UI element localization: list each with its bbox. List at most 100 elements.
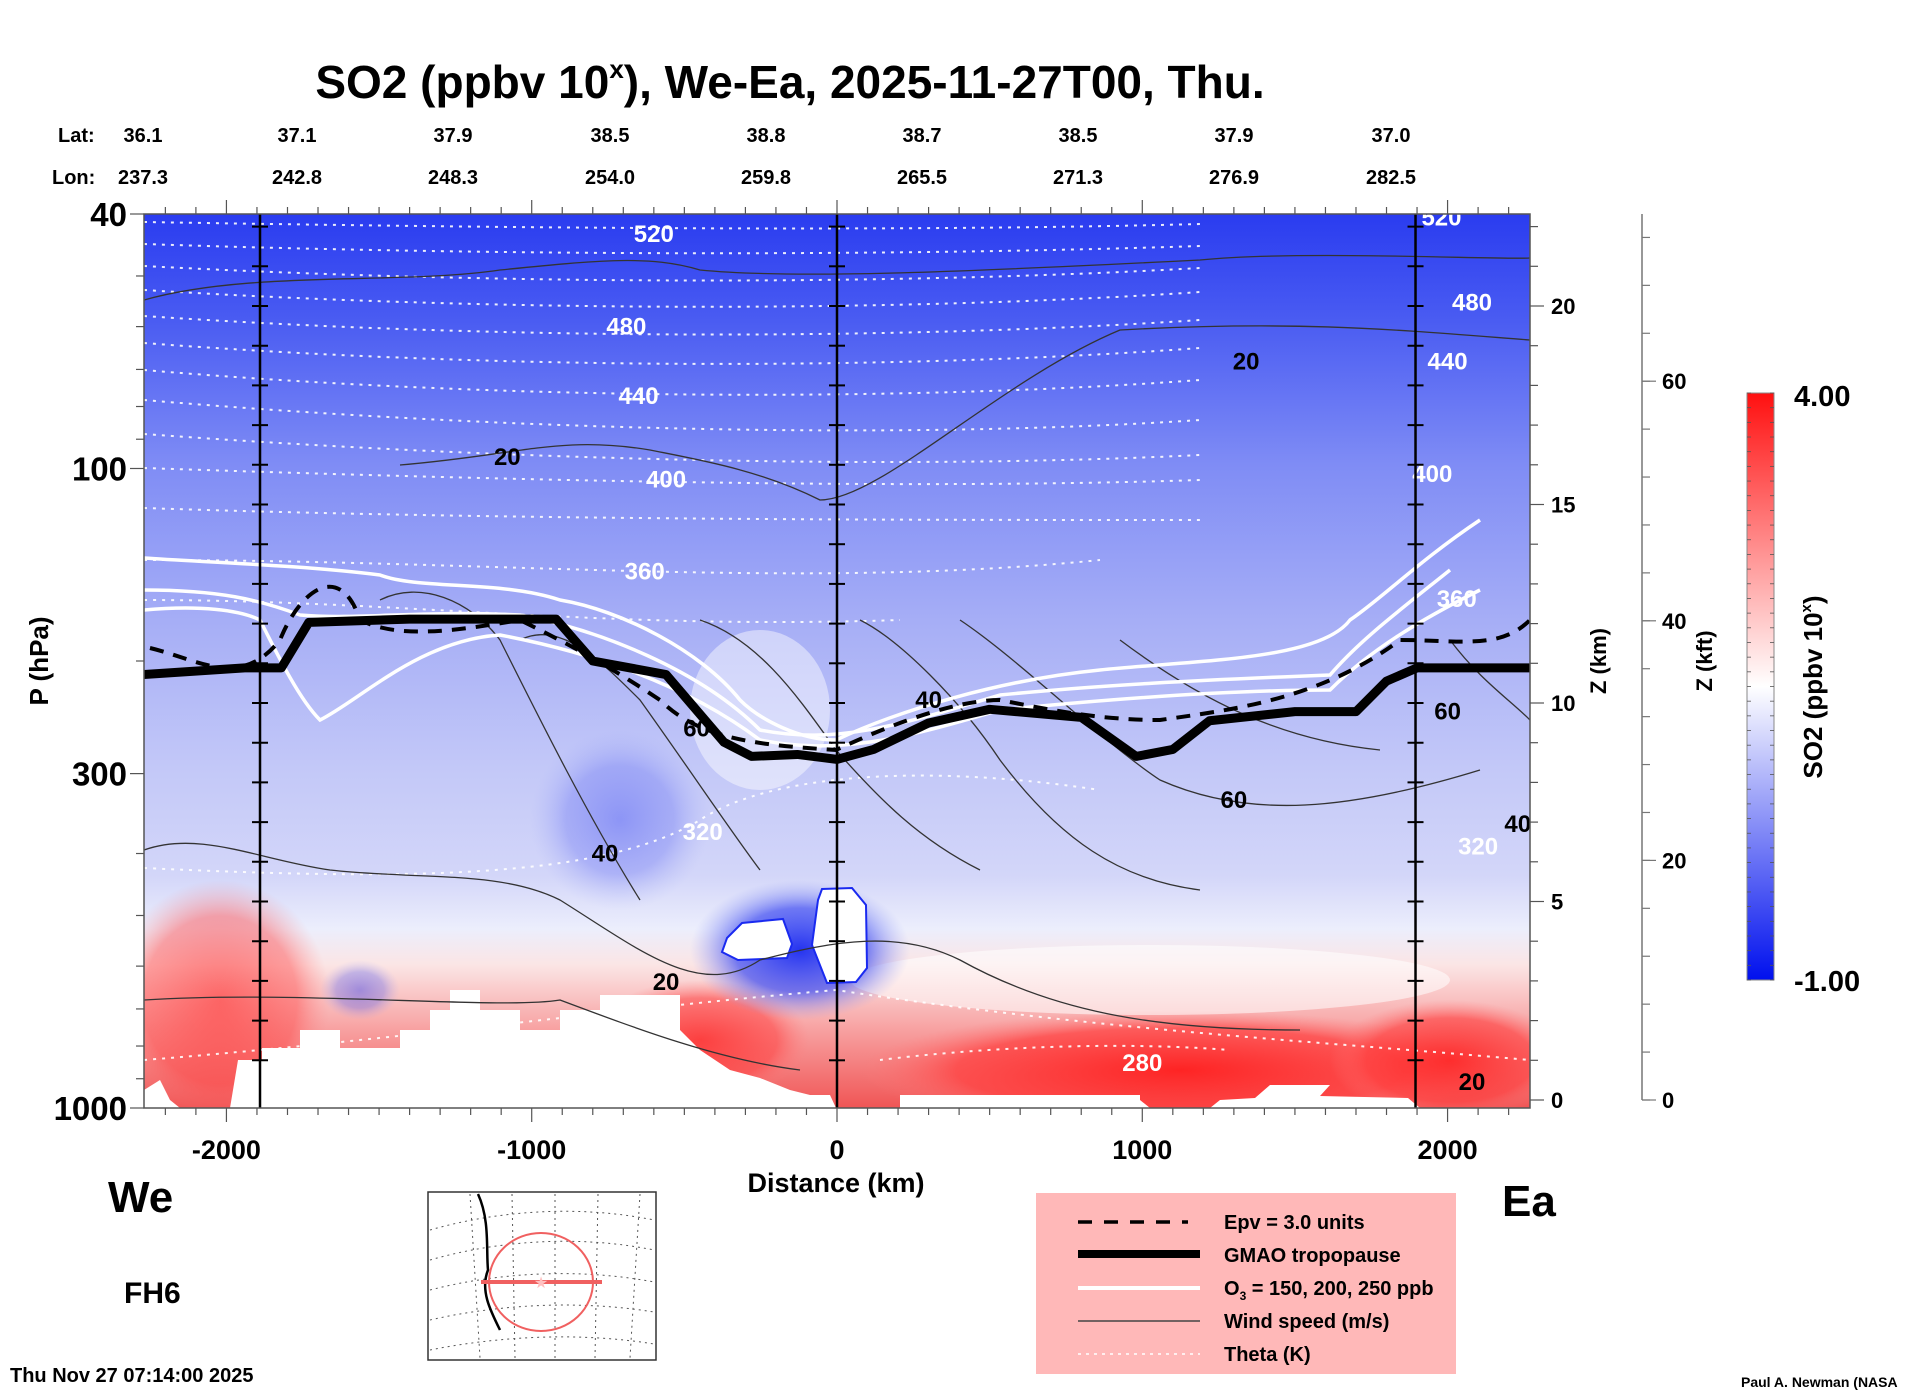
- x-axis: -2000 -1000 0 1000 2000: [164, 200, 1510, 1165]
- terrain-mask: [144, 990, 1530, 1108]
- x-tick-label: -1000: [497, 1135, 566, 1165]
- lat-value: 36.1: [124, 125, 163, 147]
- missing-data-region: [810, 886, 869, 985]
- lon-value: 276.9: [1209, 167, 1259, 189]
- colorbar-title: SO2 (ppbv 10x): [1798, 595, 1828, 778]
- wind-contour-label: 60: [1221, 787, 1248, 814]
- credit: Paul A. Newman (NASA: [1741, 1374, 1898, 1390]
- x-tick-label: 0: [829, 1135, 844, 1165]
- so2-high-region: [1330, 1000, 1530, 1108]
- wind-contour-label: 20: [1459, 1069, 1486, 1096]
- theta-contour-label: 280: [1122, 1050, 1162, 1077]
- contour-labels: 5204804404003603202805204804404003603202…: [494, 204, 1531, 1095]
- theta-contour-label: 400: [646, 466, 686, 493]
- lat-value: 38.7: [903, 125, 942, 147]
- wind-contour-label: 20: [494, 444, 521, 471]
- z-kft-tick-label: 60: [1662, 369, 1686, 394]
- z-kft-tick-label: 0: [1662, 1088, 1674, 1113]
- y-tick-label: 100: [72, 450, 127, 487]
- legend-label-theta: Theta (K): [1224, 1344, 1311, 1366]
- theta-contour-label: 440: [1428, 348, 1468, 375]
- lat-value: 37.9: [1215, 125, 1254, 147]
- z-kft-axis-label: Z (kft): [1692, 630, 1717, 691]
- center-star-icon: ★: [534, 1275, 548, 1292]
- forecast-hour-label: FH6: [124, 1277, 181, 1310]
- z-kft-tick-label: 20: [1662, 848, 1686, 873]
- x-tick-label: 1000: [1112, 1135, 1172, 1165]
- so2-neutral-region: [690, 630, 830, 790]
- wind-contour-label: 40: [915, 687, 942, 714]
- colorbar-min-label: -1.00: [1794, 966, 1860, 998]
- theta-contour-label: 320: [683, 819, 723, 846]
- z-kft-tick-label: 40: [1662, 609, 1686, 634]
- y-axis-z-kft: 0 20 40 60: [1641, 214, 1686, 1113]
- legend-label-epv: Epv = 3.0 units: [1224, 1212, 1365, 1234]
- lat-value: 38.5: [1059, 125, 1098, 147]
- epv-contour: [149, 584, 1530, 753]
- theta-contour-label: 320: [1458, 833, 1498, 860]
- y-tick-label: 300: [72, 756, 127, 793]
- so2-low-region: [320, 960, 400, 1020]
- chart-title: SO2 (ppbv 10x), We-Ea, 2025-11-27T00, Th…: [315, 54, 1264, 108]
- legend-label-wind: Wind speed (m/s): [1224, 1311, 1389, 1333]
- lon-value: 242.8: [272, 167, 322, 189]
- inset-map-frame: [427, 1191, 657, 1361]
- lat-value: 38.5: [591, 125, 630, 147]
- lat-value: 37.9: [434, 125, 473, 147]
- theta-contour-label: 360: [1437, 586, 1477, 613]
- east-label: Ea: [1502, 1177, 1556, 1226]
- colorbar: 4.00 -1.00 SO2 (ppbv 10x): [1746, 381, 1860, 998]
- lon-value: 248.3: [428, 167, 478, 189]
- z-km-axis-label: Z (km): [1586, 628, 1611, 694]
- lat-value: 37.0: [1372, 125, 1411, 147]
- z-km-tick-label: 20: [1551, 294, 1575, 319]
- colorbar-max-label: 4.00: [1794, 381, 1850, 413]
- legend-label-ozone: O3 = 150, 200, 250 ppb: [1224, 1278, 1434, 1303]
- timestamp: Thu Nov 27 07:14:00 2025: [10, 1365, 253, 1387]
- y-tick-label: 1000: [54, 1090, 127, 1127]
- y-axis-label: P (hPa): [24, 616, 54, 705]
- gmao-tropopause-line: [144, 614, 1530, 764]
- theta-contour-label: 440: [619, 383, 659, 410]
- lat-value: 38.8: [747, 125, 786, 147]
- so2-neutral-region: [850, 945, 1450, 1015]
- ozone-contours: [144, 518, 1481, 748]
- legend-label-tropopause: GMAO tropopause: [1224, 1245, 1401, 1267]
- x-axis-label: Distance (km): [747, 1168, 924, 1198]
- theta-contour-label: 480: [606, 314, 646, 341]
- lon-value: 271.3: [1053, 167, 1103, 189]
- west-label: We: [108, 1173, 173, 1222]
- x-tick-label: -2000: [192, 1135, 261, 1165]
- lat-label: Lat:: [58, 125, 95, 147]
- y-tick-label: 40: [90, 196, 127, 233]
- so2-low-region: [530, 730, 710, 910]
- z-km-tick-label: 0: [1551, 1088, 1563, 1113]
- reference-lines: [252, 214, 1424, 1108]
- theta-contour-label: 520: [634, 221, 674, 248]
- theta-contour-label: 480: [1452, 289, 1492, 316]
- wind-contour-label: 20: [653, 969, 680, 996]
- lon-value: 237.3: [118, 167, 168, 189]
- theta-contour-label: 520: [1421, 204, 1461, 231]
- z-km-tick-label: 5: [1551, 890, 1563, 915]
- z-km-tick-label: 15: [1551, 493, 1575, 518]
- inset-map: ★: [427, 1191, 657, 1361]
- wind-contour-label: 40: [1504, 811, 1531, 838]
- lon-label: Lon:: [52, 167, 95, 189]
- legend: Epv = 3.0 units GMAO tropopause O3 = 150…: [1036, 1193, 1456, 1374]
- x-tick-label: 2000: [1418, 1135, 1478, 1165]
- wind-contour-label: 40: [592, 841, 619, 868]
- wind-contour-label: 20: [1233, 348, 1260, 375]
- z-km-tick-label: 10: [1551, 691, 1575, 716]
- lat-lon-header: Lat: Lon: 36.1 37.1 37.9 38.5 38.8 38.7 38.5 37…: [52, 125, 1416, 189]
- theta-contours: [144, 221, 1530, 1061]
- missing-data-region: [720, 917, 794, 962]
- wind-contour-label: 60: [1434, 699, 1461, 726]
- theta-contour-label: 360: [625, 559, 665, 586]
- y-axis-pressure: 40 100 300 1000: [54, 196, 144, 1127]
- y-axis-z-km: 0 5 10 15 20: [1530, 226, 1575, 1113]
- lon-value: 259.8: [741, 167, 791, 189]
- lon-value: 254.0: [585, 167, 635, 189]
- coastline: [476, 1193, 502, 1331]
